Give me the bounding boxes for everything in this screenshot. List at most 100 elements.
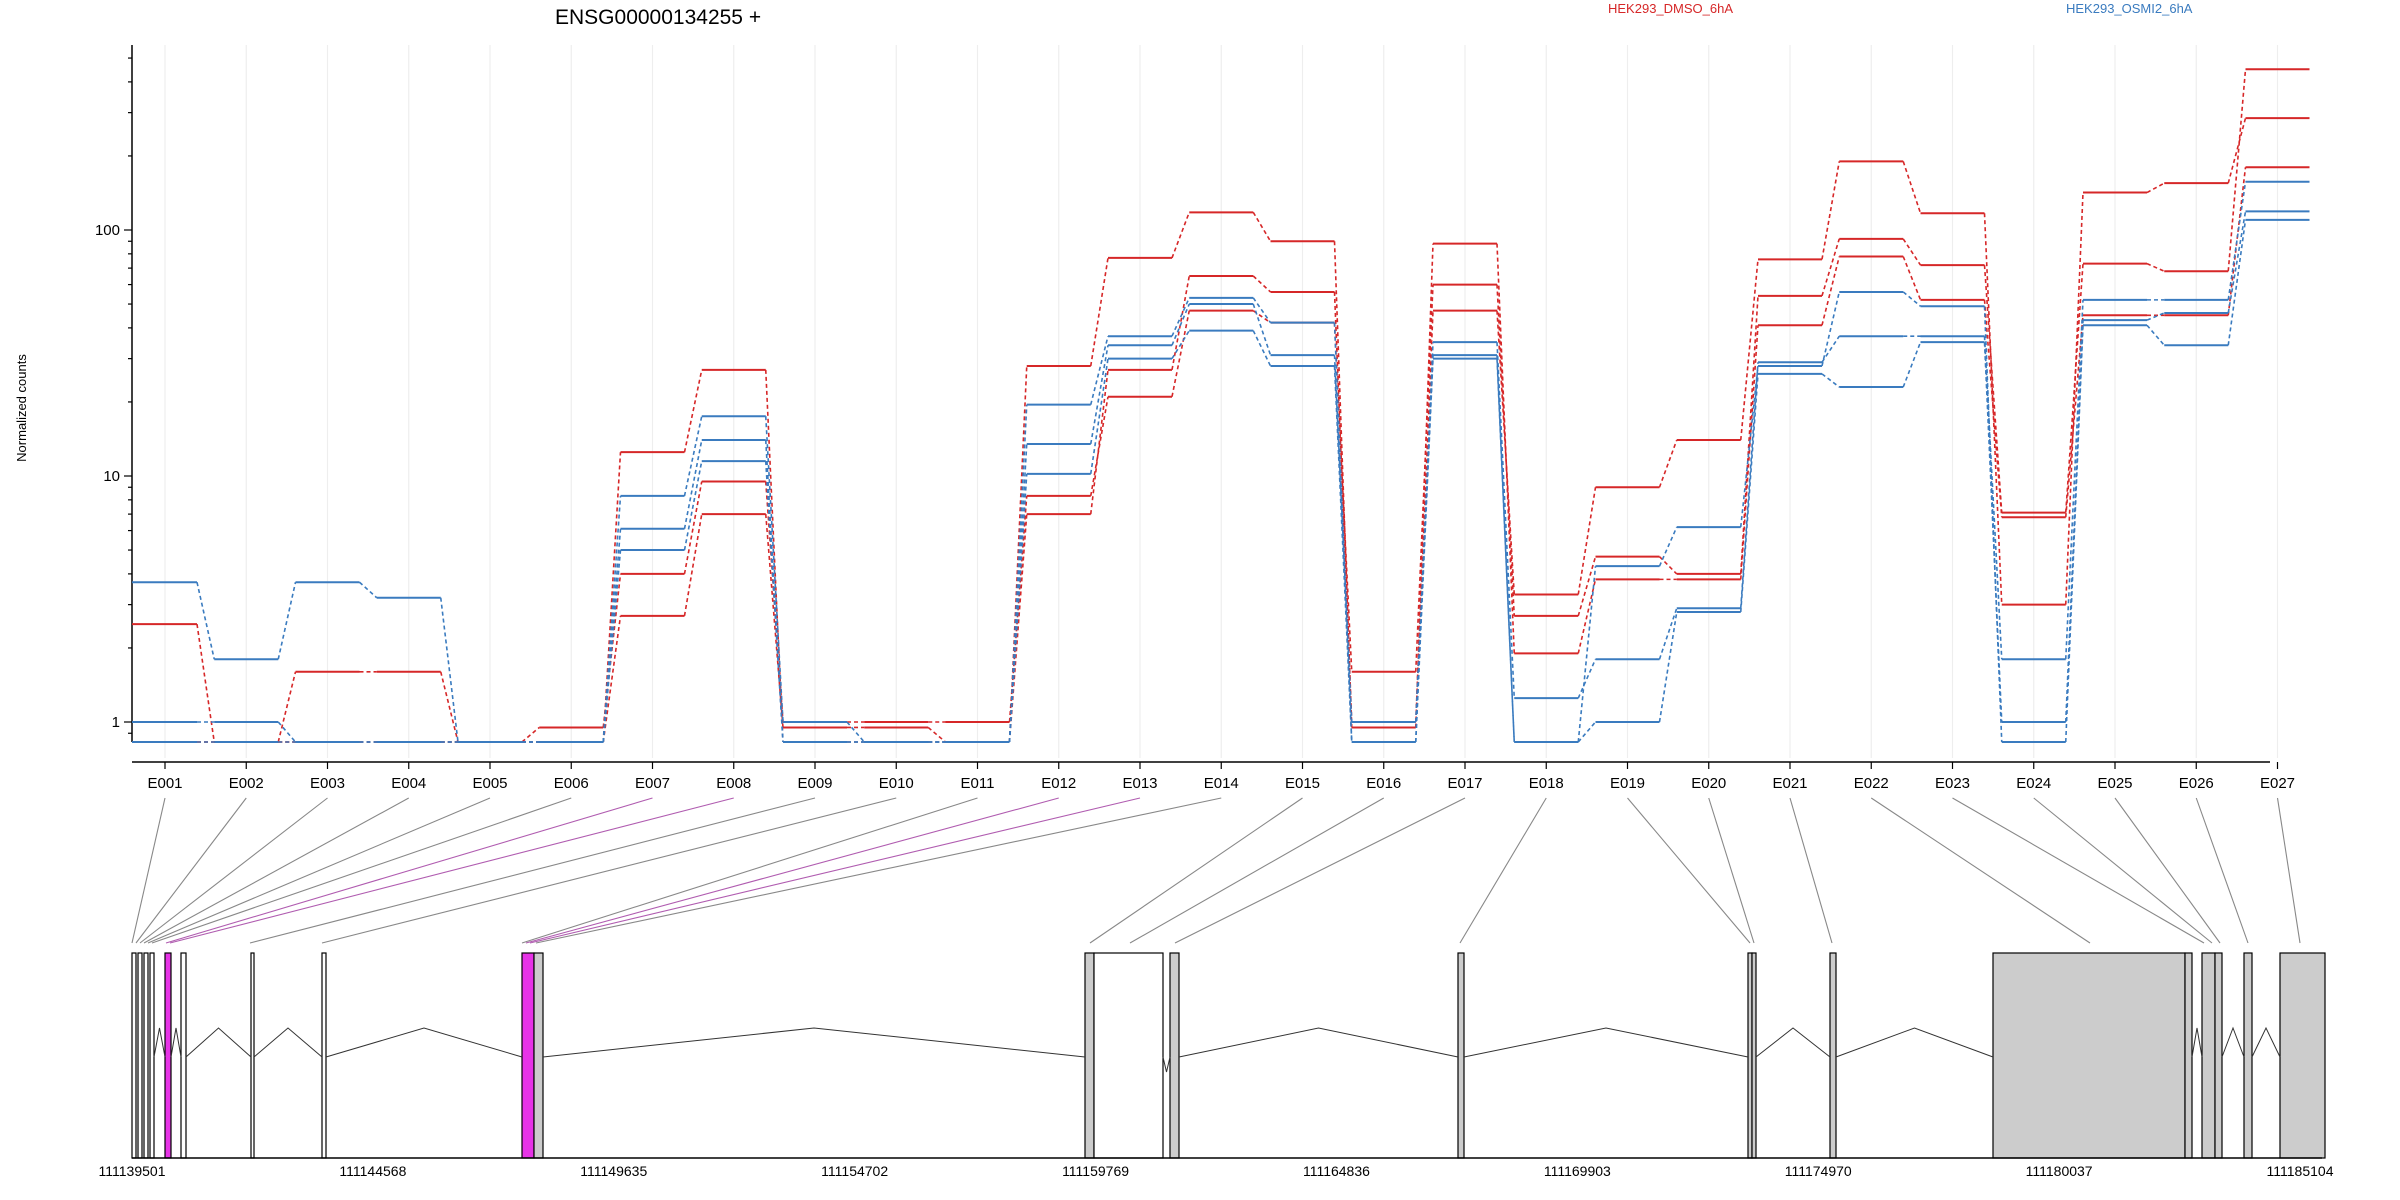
exon-box-14 (1457, 952, 1465, 1159)
series-transition (683, 369, 703, 453)
x-tick-label-E002: E002 (229, 775, 264, 792)
plot-series (132, 68, 2310, 743)
exon-box-18 (1992, 952, 2186, 1159)
x-tick-label-E023: E023 (1935, 775, 1970, 792)
series-transition (1414, 310, 1434, 723)
series-transition (1821, 373, 1840, 388)
connector-E013 (529, 797, 1141, 944)
series-transition (2227, 211, 2247, 314)
series-6-osmi (132, 210, 2310, 743)
series-transition (683, 513, 703, 617)
series-transition (196, 582, 216, 660)
y-axis-label: Normalized counts (14, 354, 29, 462)
x-tick-label-E025: E025 (2097, 775, 2132, 792)
series-transition (683, 439, 703, 529)
connector-E023 (1952, 797, 2205, 944)
coordinate-tick-label: 111185104 (2267, 1163, 2334, 1179)
series-transition (1983, 336, 2003, 660)
series-transition (1821, 238, 1841, 297)
y-tick-label: 10 (103, 468, 120, 485)
x-tick-label-E006: E006 (554, 775, 589, 792)
legend-label-dmso: HEK293_DMSO_6hA (1608, 1, 1733, 16)
legend-label-osmi: HEK293_OSMI2_6hA (2066, 1, 2193, 16)
connector-E015 (1089, 797, 1303, 944)
exon-box-6 (180, 952, 187, 1159)
x-tick-label-E015: E015 (1285, 775, 1320, 792)
x-tick-label-E021: E021 (1772, 775, 1807, 792)
series-transition (1902, 341, 1922, 388)
series-transition (1496, 284, 1516, 616)
genomic-coordinate-axis: 111139501 111144568 111149635 111154702 1111… (99, 1157, 2334, 1179)
intron-line-3 (185, 1027, 252, 1058)
series-transition (1008, 473, 1028, 743)
exon-box-4 (149, 952, 155, 1159)
connector-E024 (2033, 797, 2213, 944)
series-transition (1089, 358, 1109, 475)
coordinate-tick-label: 111144568 (339, 1163, 406, 1179)
exon-box-20 (2201, 952, 2216, 1159)
series-transition (1658, 439, 1678, 488)
series-transition (1658, 607, 1678, 660)
exon-connector-lines (131, 797, 2301, 944)
series-transition (1252, 330, 1272, 367)
series-transition (1171, 297, 1190, 337)
series-transition (1658, 526, 1678, 567)
connector-E006 (151, 797, 572, 944)
series-transition (1089, 396, 1109, 497)
series-transition (1739, 373, 1759, 613)
exon-box-22 (2243, 952, 2253, 1159)
chart-title: ENSG00000134255 + (555, 6, 761, 29)
connector-E007 (165, 797, 653, 944)
intron-line-8 (1178, 1027, 1459, 1058)
series-transition (1252, 275, 1272, 293)
series-transition (602, 549, 622, 743)
series-transition (764, 416, 784, 723)
series-transition (1496, 243, 1516, 654)
exon-box-13 (1169, 952, 1180, 1159)
series-transition (1902, 291, 1922, 307)
exon-box-7 (250, 952, 255, 1159)
series-transition (277, 671, 297, 743)
series-transition (1902, 161, 1922, 214)
connector-E003 (139, 797, 328, 944)
coordinate-tick-label: 111154702 (821, 1163, 888, 1179)
x-tick-label-E013: E013 (1122, 775, 1157, 792)
exon-box-16 (1751, 952, 1757, 1159)
series-transition (2146, 312, 2165, 321)
coordinate-tick-label: 111174970 (1785, 1163, 1852, 1179)
series-transition (1496, 355, 1516, 743)
connector-E025 (2114, 797, 2221, 944)
series-transition (1496, 310, 1516, 595)
x-tick-label-E014: E014 (1204, 775, 1239, 792)
x-tick-label-E007: E007 (635, 775, 670, 792)
series-transition (1821, 256, 1841, 326)
exon-box-19 (2184, 952, 2193, 1159)
series-transition (439, 671, 459, 743)
series-transition (2146, 324, 2165, 346)
series-transition (1577, 487, 1597, 595)
x-tick-label-E010: E010 (879, 775, 914, 792)
series-transition (846, 721, 865, 743)
series-transition (277, 721, 297, 743)
series-transition (1089, 345, 1109, 445)
series-transition (1577, 556, 1597, 617)
series-transition (1333, 355, 1353, 723)
series-transition (1983, 213, 2003, 605)
x-tick-label-E003: E003 (310, 775, 345, 792)
plot-axes: 1 10 100 E001 E002 E003 E004 E005 E006 E007 E008 E0… (95, 45, 2295, 792)
series-transition (1902, 256, 1922, 301)
connector-E001 (131, 797, 166, 944)
series-transition (1089, 369, 1109, 515)
x-tick-label-E001: E001 (147, 775, 182, 792)
intron-line-7 (1162, 1056, 1171, 1073)
series-transition (602, 615, 622, 743)
exon-box-21 (2214, 952, 2223, 1159)
series-transition (1171, 303, 1190, 346)
exon-box-5 (164, 952, 172, 1159)
coordinate-tick-label: 111159769 (1062, 1163, 1129, 1179)
x-tick-label-E012: E012 (1041, 775, 1076, 792)
coordinate-tick-label: 111164836 (1303, 1163, 1370, 1179)
series-transition (521, 726, 540, 743)
intron-line-1 (153, 1027, 166, 1058)
